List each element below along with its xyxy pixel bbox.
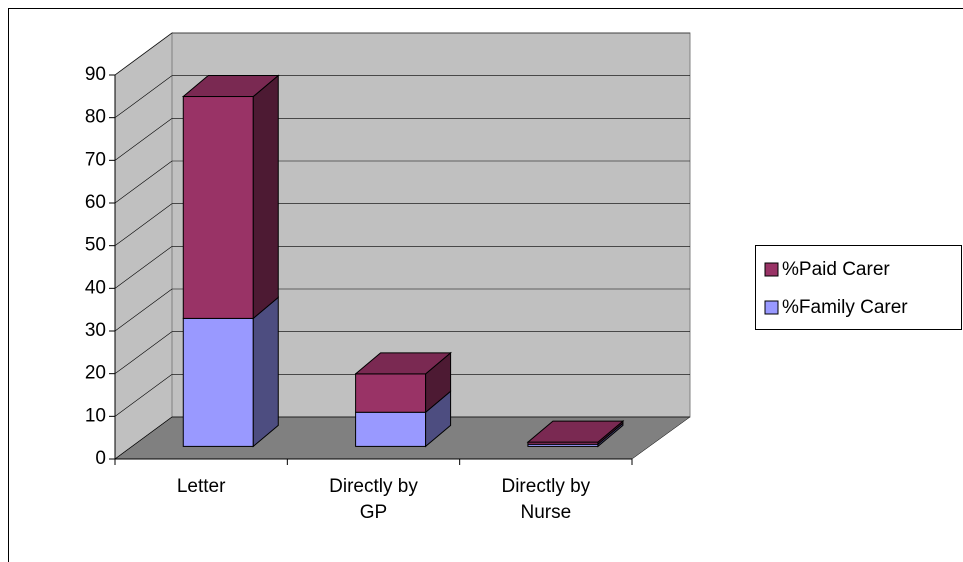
grid-line-side xyxy=(114,203,173,246)
y-tick-label: 90 xyxy=(85,64,106,85)
x-tick-label: Directly by GP xyxy=(329,476,418,523)
y-tick-label: 0 xyxy=(95,448,106,469)
bar-front xyxy=(355,373,427,413)
grid-line-side xyxy=(114,416,173,460)
grid-line-side xyxy=(114,288,173,332)
y-tick-label: 20 xyxy=(85,363,106,384)
grid-line-side xyxy=(114,331,173,374)
legend-label: %Paid Carer xyxy=(782,259,890,280)
bar-top xyxy=(354,352,452,375)
y-tick-label: 70 xyxy=(85,149,106,170)
bar-top xyxy=(526,420,625,443)
grid-line-side xyxy=(114,118,173,161)
y-tick-label: 80 xyxy=(85,107,106,128)
grid-line-side xyxy=(114,246,173,289)
frame xyxy=(8,8,963,562)
bar-front xyxy=(182,317,254,447)
legend-box xyxy=(755,245,962,330)
y-tick-label: 30 xyxy=(85,320,106,341)
grid-line-side xyxy=(114,32,173,76)
legend-label: %Family Carer xyxy=(782,297,908,318)
x-tick-label: Directly by Nurse xyxy=(501,476,591,523)
bar-side xyxy=(252,74,279,320)
grid-line-side xyxy=(114,160,173,204)
y-tick-label: 60 xyxy=(85,192,106,213)
y-tick-label: 10 xyxy=(85,405,106,426)
bar-side xyxy=(252,296,279,448)
y-tick-label: 50 xyxy=(85,235,106,256)
bar-front xyxy=(182,96,254,319)
bar-top xyxy=(181,75,280,98)
bar-front xyxy=(355,411,427,447)
legend-swatch xyxy=(764,300,779,315)
grid-line-side xyxy=(114,374,173,417)
grid-line-side xyxy=(114,75,173,118)
legend-swatch xyxy=(764,262,779,277)
x-tick-label: Letter xyxy=(176,476,226,497)
y-tick-label: 40 xyxy=(85,277,106,298)
